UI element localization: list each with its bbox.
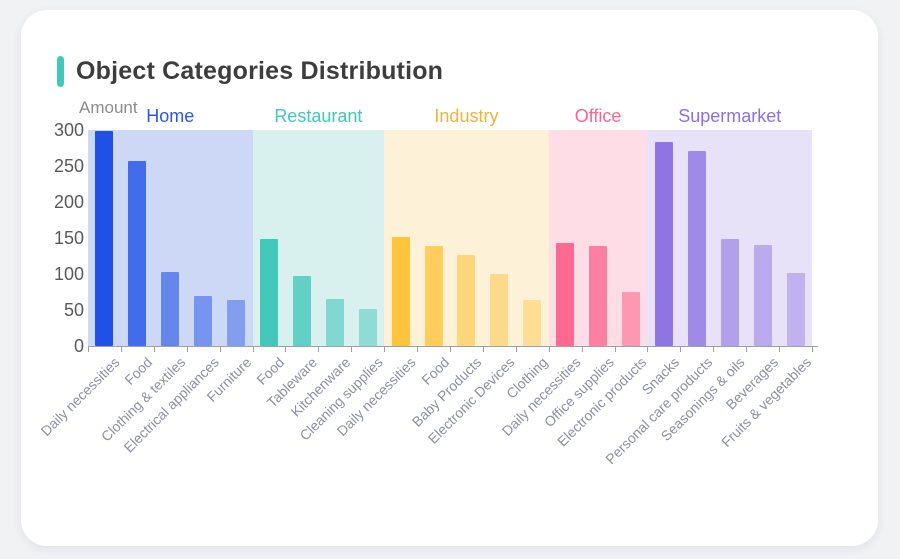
x-axis-tick [680,347,682,353]
bar-office-daily-necessities [556,243,575,346]
x-axis-tick [219,347,221,353]
x-axis-tick [746,347,748,353]
y-axis-tick-label: 50 [63,300,84,320]
bar-supermarket-personal-care-products [687,150,706,346]
y-axis-tick-label: 250 [53,156,84,176]
y-axis-tick-label: 200 [53,192,84,212]
x-axis-tick [88,347,89,353]
bar-supermarket-beverages [753,245,772,346]
bar-restaurant-kitchenware [325,299,344,346]
x-axis-tick [120,347,122,353]
x-axis-tick [351,347,353,353]
bar-industry-clothing [523,299,542,346]
x-axis-tick [581,347,583,353]
bar-industry-electronic-devices [490,274,509,346]
x-axis-tick [417,347,419,353]
bar-restaurant-cleaning-supplies [358,309,377,346]
x-axis-tick [252,347,254,353]
x-axis-tick [186,347,188,353]
y-axis-tick-label: 0 [73,336,84,356]
card-header: Object Categories Distribution [57,56,443,87]
x-axis-tick [450,347,451,353]
bar-supermarket-snacks [654,141,673,346]
bar-industry-baby-products [457,255,476,346]
x-axis-tick [779,347,781,353]
y-axis-tick-label: 150 [53,228,84,248]
bar-industry-food [424,245,443,346]
bar-home-clothing-textiles [161,271,180,346]
group-label-supermarket: Supermarket [678,106,782,126]
bar-supermarket-seasonings-oils [720,239,739,346]
x-axis-tick [153,347,155,353]
x-axis-tick [812,347,813,353]
bar-home-daily-necessities [95,131,114,346]
x-axis-tick [647,347,649,353]
bar-industry-daily-necessities [391,237,410,346]
x-axis-tick [384,347,386,353]
group-label-home: Home [146,106,195,126]
bar-restaurant-food [260,239,278,346]
x-axis-tick [713,347,715,353]
x-axis-tick [285,347,287,353]
x-axis-line [88,346,818,348]
group-label-office: Office [574,106,622,126]
bar-supermarket-fruits-vegetables [786,273,805,346]
bar-home-food [128,160,147,346]
x-axis-tick [548,347,550,353]
title-accent-bar [57,56,64,87]
bar-office-office-supplies [589,245,608,346]
y-axis-tick-label: 100 [53,264,84,284]
chart-title: Object Categories Distribution [76,57,444,85]
group-label-restaurant: Restaurant [274,106,363,126]
x-axis-tick [318,347,320,353]
group-label-industry: Industry [434,106,499,126]
x-axis-tick [515,347,517,353]
x-axis-tick [482,347,484,353]
y-axis-title: Amount [79,98,138,117]
bar-office-electronic-products [622,292,640,346]
bar-home-electrical-appliances [194,296,213,346]
bar-restaurant-tableware [292,276,311,346]
x-axis-tick [614,347,616,353]
y-axis-tick-label: 300 [53,120,84,140]
bar-home-furniture [227,299,246,346]
